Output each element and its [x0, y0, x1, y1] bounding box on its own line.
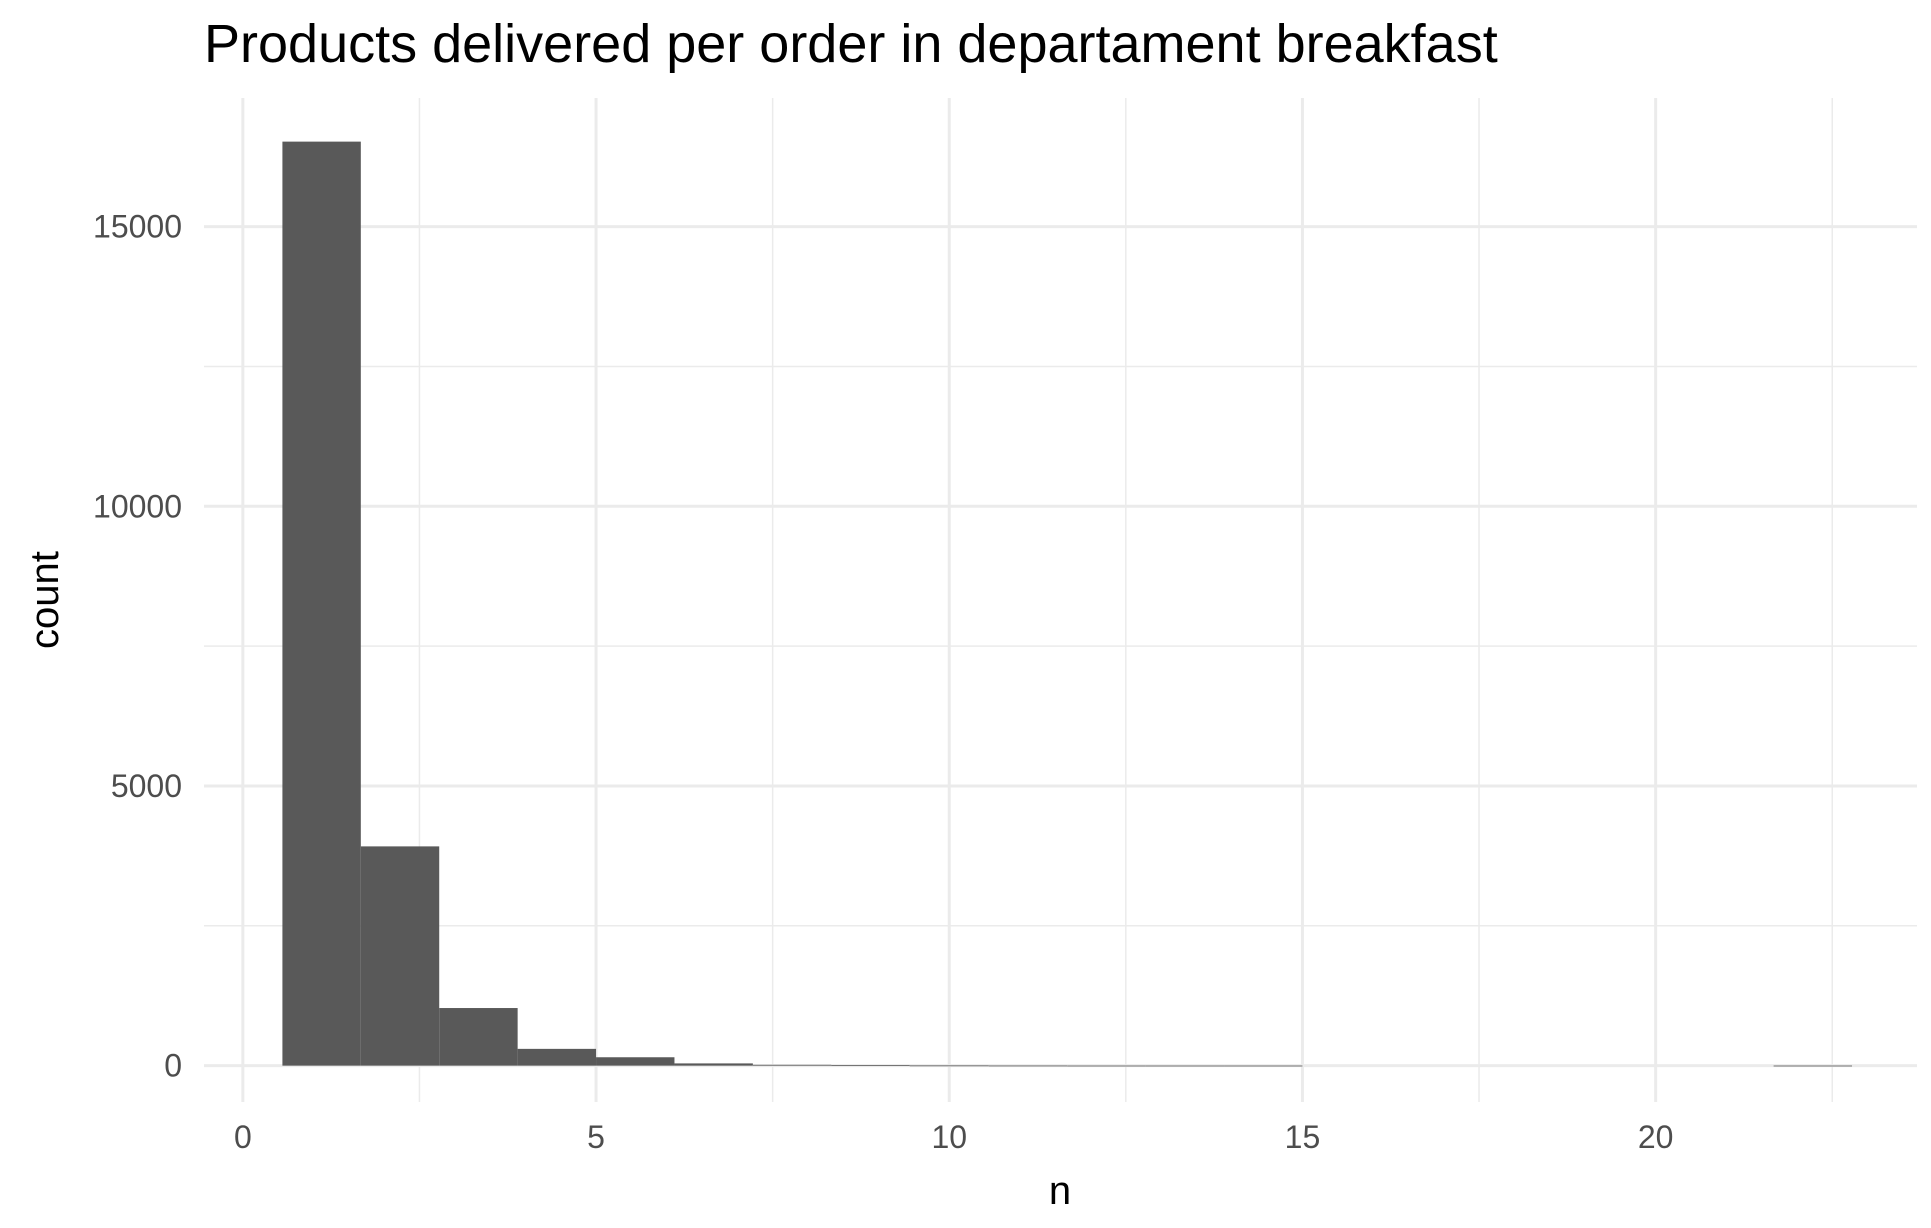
y-tick-label: 5000 [111, 768, 182, 804]
histogram-bar [282, 141, 361, 1066]
histogram-bar [360, 846, 440, 1066]
x-tick-label: 20 [1638, 1119, 1674, 1155]
histogram-bar [909, 1065, 989, 1067]
histogram-bar [752, 1064, 832, 1066]
x-tick-label: 0 [234, 1119, 252, 1155]
y-tick-label: 15000 [93, 209, 182, 245]
histogram-bar [674, 1063, 753, 1066]
histogram-bar [596, 1057, 675, 1066]
y-axis-title: count [23, 551, 67, 649]
x-tick-label: 5 [587, 1119, 605, 1155]
y-tick-label: 0 [164, 1048, 182, 1084]
histogram-bar [439, 1008, 518, 1066]
x-tick-label: 10 [931, 1119, 967, 1155]
histogram-bar [1224, 1065, 1303, 1067]
histogram-bar [831, 1065, 910, 1066]
histogram-bar [517, 1048, 597, 1066]
histogram-bar [1773, 1065, 1853, 1067]
x-tick-label: 15 [1285, 1119, 1321, 1155]
histogram-bars [282, 141, 1853, 1067]
histogram-bar [1145, 1065, 1225, 1067]
grid-lines [204, 98, 1917, 1102]
chart-title: Products delivered per order in departam… [204, 14, 1498, 74]
histogram-bar [988, 1065, 1068, 1067]
histogram-bar [1067, 1065, 1146, 1067]
y-axis-ticks: 0 5000 10000 15000 [93, 209, 182, 1084]
y-tick-label: 10000 [93, 488, 182, 524]
x-axis-ticks: 0 5 10 15 20 [234, 1119, 1673, 1155]
x-axis-title: n [1049, 1169, 1071, 1213]
